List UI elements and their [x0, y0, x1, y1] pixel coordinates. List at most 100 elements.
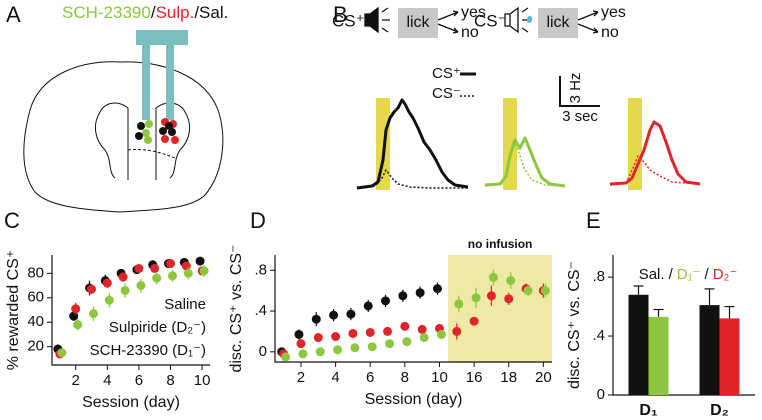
point — [333, 345, 343, 355]
y-tick-label: 40 — [27, 313, 44, 330]
point — [134, 263, 144, 273]
x-tick-label: 18 — [500, 369, 517, 386]
bar — [699, 305, 720, 395]
trace-legend: CS⁻ — [432, 85, 461, 102]
axes — [274, 255, 552, 363]
point — [313, 333, 323, 343]
point — [168, 271, 177, 281]
task-schematic — [364, 6, 599, 34]
drug-label: /Sal. — [194, 3, 228, 22]
drug-label: SCH-23390 — [62, 3, 151, 22]
x-tick-label: 10 — [431, 369, 448, 386]
y-axis-label: % rewarded CS⁺ — [5, 250, 22, 371]
lick-label: lick — [546, 14, 570, 31]
y-tick-label: 60 — [27, 289, 44, 306]
point — [298, 349, 308, 359]
legend-entry: Sulpiride (D₂⁻) — [109, 319, 206, 336]
point — [417, 324, 427, 334]
point — [331, 332, 341, 342]
point — [454, 299, 464, 309]
annotation: no infusion — [468, 237, 533, 251]
lick-box — [398, 8, 438, 38]
cs-plus: CS⁺ — [332, 11, 365, 30]
point — [385, 339, 395, 349]
x-axis-label: Session (day) — [82, 394, 180, 411]
axes — [51, 255, 210, 366]
legend-entry: Sal. — [639, 266, 665, 283]
y-tick-label: 20 — [27, 338, 44, 355]
point — [363, 301, 373, 311]
legend-separator: / — [705, 266, 710, 283]
point — [488, 272, 498, 282]
no-infusion-region — [448, 255, 552, 362]
legend-entry: Saline — [164, 296, 206, 313]
point — [346, 309, 356, 319]
point — [402, 337, 412, 347]
x-tick-label: D₂ — [710, 402, 729, 419]
y-axis-label: disc. CS⁺ vs. CS⁻ — [228, 244, 245, 372]
x-tick-label: D₁ — [639, 402, 658, 419]
point — [57, 348, 67, 358]
point — [432, 284, 442, 294]
lick-box — [538, 8, 578, 38]
x-tick-label: 6 — [135, 372, 143, 389]
point — [71, 304, 81, 314]
cs-minus: CS⁻ — [474, 11, 507, 30]
point — [486, 291, 496, 301]
point — [195, 256, 205, 266]
point — [436, 329, 446, 339]
bar — [648, 316, 669, 395]
x-axis-label: Session (day) — [365, 391, 463, 408]
point — [471, 293, 481, 303]
point — [350, 343, 360, 353]
point — [419, 333, 429, 343]
panel-letter: C — [4, 208, 20, 233]
drug-label: Sulp. — [156, 3, 195, 22]
outcome-no: no — [601, 24, 619, 41]
point — [102, 278, 112, 288]
y-tick-label: 80 — [27, 264, 44, 281]
bar — [628, 294, 649, 395]
outcome-yes: yes — [601, 4, 626, 21]
legend-entry: D₂⁻ — [713, 266, 738, 283]
x-tick-label: 20 — [535, 369, 552, 386]
point — [348, 328, 358, 338]
point — [311, 314, 321, 324]
panel-letter: B — [333, 2, 348, 27]
brain-schematic — [23, 30, 224, 213]
y-axis-label: disc. CS⁺ vs. CS⁻ — [566, 261, 583, 389]
outcome-yes: yes — [461, 4, 486, 21]
legend-entry: D₁⁻ — [677, 266, 701, 283]
x-tick-label: 2 — [297, 369, 305, 386]
point — [104, 295, 114, 305]
point — [329, 310, 339, 320]
point — [398, 291, 408, 301]
scale-x: 3 sec — [562, 108, 598, 125]
x-tick-label: 2 — [72, 372, 80, 389]
point — [150, 263, 160, 273]
point — [540, 286, 550, 296]
scale-y: 3 Hz — [567, 73, 584, 104]
point — [89, 309, 98, 319]
x-tick-label: 8 — [401, 369, 409, 386]
point — [504, 294, 514, 304]
x-tick-label: 16 — [466, 369, 483, 386]
drug-label: / — [151, 3, 156, 22]
bar — [719, 318, 740, 395]
point — [365, 327, 375, 337]
water-drop — [527, 15, 533, 23]
drug-legend: SCH-23390/Sulp./Sal. — [62, 3, 228, 22]
point — [415, 288, 425, 298]
point — [120, 285, 130, 295]
point — [118, 272, 128, 282]
point — [73, 320, 83, 330]
scale-bar — [559, 76, 600, 107]
panel-letter: A — [6, 2, 21, 27]
lick-traces — [356, 98, 701, 190]
legend-separator: / — [669, 266, 674, 283]
panel-letter: D — [250, 208, 266, 233]
point — [294, 329, 304, 339]
point — [367, 342, 377, 352]
x-tick-label: 4 — [331, 369, 339, 386]
y-tick-label: 0 — [597, 386, 605, 403]
